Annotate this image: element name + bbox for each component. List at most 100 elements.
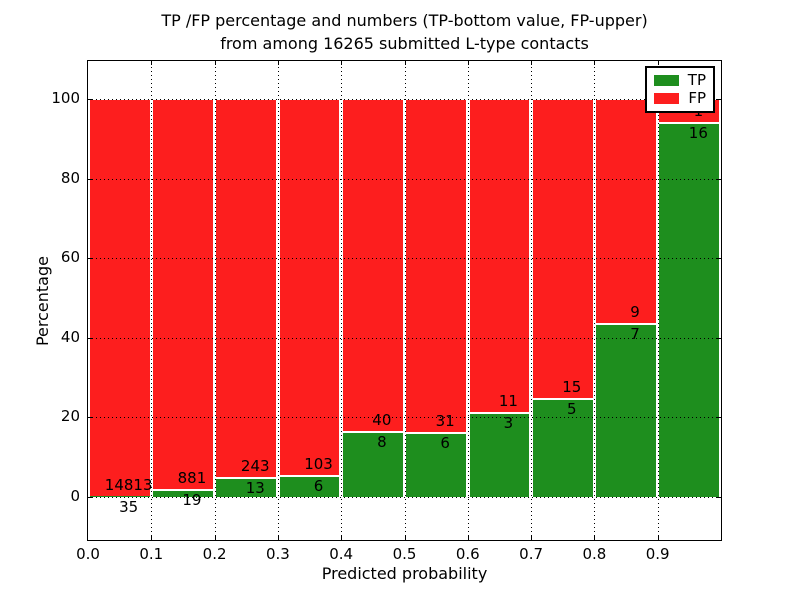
tick-right-0 bbox=[717, 497, 721, 498]
tick-bottom-1 bbox=[151, 536, 152, 540]
gridline-x-0.1 bbox=[151, 61, 152, 540]
plot-area: 14813358811924313103640831611315597116 bbox=[87, 60, 722, 541]
bar-label-fp-6: 11 bbox=[498, 391, 518, 410]
gridline-x-0.2 bbox=[215, 61, 216, 540]
gridline-y-20 bbox=[88, 417, 721, 418]
bar-label-fp-4: 40 bbox=[372, 410, 392, 429]
bar-label-fp-3: 103 bbox=[304, 455, 333, 474]
bar-label-fp-1: 881 bbox=[177, 468, 207, 487]
tick-top-8 bbox=[594, 61, 595, 65]
gridline-x-0.7 bbox=[531, 61, 532, 540]
legend-label-fp: FP bbox=[688, 89, 706, 107]
bar-segment-tp-9 bbox=[659, 122, 720, 497]
gridline-y-0 bbox=[88, 497, 721, 498]
gridline-x-0.3 bbox=[278, 61, 279, 540]
x-tick-label-0.3: 0.3 bbox=[265, 545, 290, 563]
x-tick-label-0.6: 0.6 bbox=[455, 545, 480, 563]
gridline-y-60 bbox=[88, 258, 721, 259]
tick-bottom-4 bbox=[341, 536, 342, 540]
bar-label-tp-9: 16 bbox=[688, 124, 708, 143]
tick-right-40 bbox=[717, 338, 721, 339]
bar-label-tp-0: 35 bbox=[119, 498, 139, 517]
gridline-x-0.6 bbox=[468, 61, 469, 540]
y-tick-label-40: 40 bbox=[60, 327, 80, 346]
bar-label-fp-8: 9 bbox=[630, 302, 640, 321]
bar-segment-fp-6 bbox=[469, 99, 530, 412]
bar-segment-fp-8 bbox=[596, 99, 656, 323]
x-tick-label-0.9: 0.9 bbox=[645, 545, 670, 563]
bar-label-tp-6: 3 bbox=[503, 413, 514, 432]
y-tick-label-20: 20 bbox=[60, 407, 80, 426]
bar-segment-tp-7 bbox=[532, 397, 593, 497]
bar-label-tp-1: 19 bbox=[182, 490, 202, 509]
legend: TP FP bbox=[645, 66, 715, 113]
y-tick-label-60: 60 bbox=[60, 248, 80, 267]
bar-segment-tp-8 bbox=[596, 322, 656, 497]
x-tick-label-0.2: 0.2 bbox=[202, 545, 227, 563]
gridline-y-100 bbox=[88, 99, 721, 100]
bar-label-fp-7: 15 bbox=[562, 377, 582, 396]
bar-segment-tp-1 bbox=[153, 488, 213, 497]
tick-top-3 bbox=[278, 61, 279, 65]
bar-segment-fp-1 bbox=[153, 99, 213, 489]
y-tick-label-80: 80 bbox=[60, 168, 80, 187]
tick-right-20 bbox=[717, 417, 721, 418]
gridline-x-0.4 bbox=[341, 61, 342, 540]
bar-label-fp-0: 14813 bbox=[104, 476, 153, 495]
chart-title-line2: from among 16265 submitted L-type contac… bbox=[220, 34, 589, 53]
tick-bottom-7 bbox=[531, 536, 532, 540]
tick-left-20 bbox=[88, 417, 92, 418]
tick-top-4 bbox=[341, 61, 342, 65]
bar-label-tp-3: 6 bbox=[313, 477, 324, 496]
tick-bottom-5 bbox=[405, 536, 406, 540]
tick-right-100 bbox=[717, 99, 721, 100]
tick-top-6 bbox=[468, 61, 469, 65]
bar-label-tp-4: 8 bbox=[377, 432, 387, 451]
x-tick-label-0.0: 0.0 bbox=[76, 545, 100, 563]
bar-segment-tp-3 bbox=[279, 475, 340, 497]
bar-segment-tp-6 bbox=[469, 411, 530, 497]
tick-top-2 bbox=[215, 61, 216, 65]
bar-label-tp-7: 5 bbox=[566, 399, 577, 418]
tick-right-60 bbox=[717, 258, 721, 259]
bar-segment-tp-0 bbox=[89, 496, 150, 497]
bar-segment-fp-7 bbox=[532, 99, 593, 398]
bar-label-tp-8: 7 bbox=[630, 324, 640, 343]
bar-segment-fp-3 bbox=[279, 99, 340, 476]
tick-top-1 bbox=[151, 61, 152, 65]
bar-segment-fp-4 bbox=[342, 99, 403, 431]
bar-segment-fp-5 bbox=[406, 99, 467, 433]
tick-left-0 bbox=[88, 497, 92, 498]
bar-label-tp-5: 6 bbox=[440, 434, 450, 453]
x-tick-label-0.4: 0.4 bbox=[329, 545, 354, 563]
tick-top-9 bbox=[658, 61, 659, 65]
x-tick-label-0.8: 0.8 bbox=[582, 545, 607, 563]
tick-right-80 bbox=[717, 179, 721, 180]
legend-entry-tp: TP bbox=[654, 73, 706, 88]
bar-segment-tp-5 bbox=[406, 432, 467, 497]
tick-left-60 bbox=[88, 258, 92, 259]
bar-segment-tp-2 bbox=[216, 476, 277, 497]
gridline-y-80 bbox=[88, 179, 721, 180]
bar-label-tp-2: 13 bbox=[245, 478, 265, 497]
x-axis-label: Predicted probability bbox=[321, 564, 488, 583]
tick-bottom-6 bbox=[468, 536, 469, 540]
x-tick-label-0.1: 0.1 bbox=[139, 545, 164, 563]
gridline-x-0.5 bbox=[405, 61, 406, 540]
x-tick-label-0.7: 0.7 bbox=[519, 545, 544, 563]
bar-segment-fp-2 bbox=[216, 99, 277, 477]
legend-entry-fp: FP bbox=[654, 91, 706, 106]
chart-title-line1: TP /FP percentage and numbers (TP-bottom… bbox=[161, 11, 648, 30]
tick-left-100 bbox=[88, 99, 92, 100]
x-tick-label-0.5: 0.5 bbox=[392, 545, 417, 563]
tick-top-5 bbox=[405, 61, 406, 65]
bar-label-fp-2: 243 bbox=[240, 456, 270, 475]
tick-left-80 bbox=[88, 179, 92, 180]
legend-swatch-tp-icon bbox=[654, 75, 679, 86]
tick-left-40 bbox=[88, 338, 92, 339]
tick-bottom-3 bbox=[278, 536, 279, 540]
legend-swatch-fp-icon bbox=[654, 93, 680, 104]
tick-top-7 bbox=[531, 61, 532, 65]
gridline-x-0.8 bbox=[594, 61, 595, 540]
